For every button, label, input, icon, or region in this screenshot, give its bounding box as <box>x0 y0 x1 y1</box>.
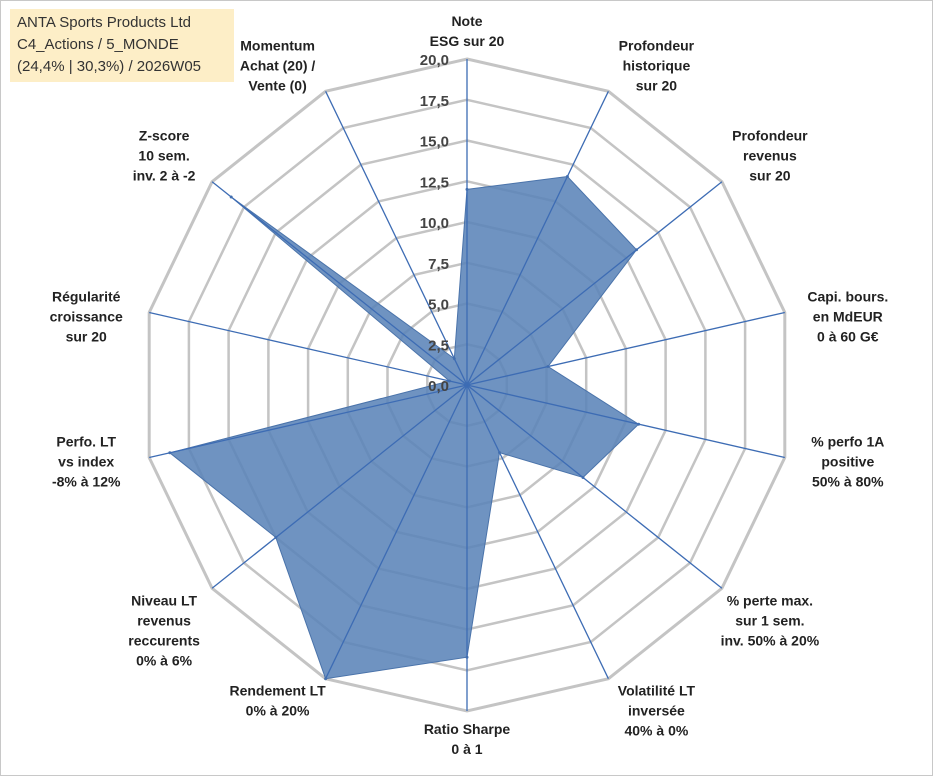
axis-spoke <box>325 91 468 386</box>
axis-label: Note ESG sur 20 <box>430 13 505 49</box>
series-area <box>168 175 640 680</box>
axis-spoke <box>211 181 468 386</box>
axis-label-line: 10 sem. <box>138 148 189 164</box>
axis-label-line: -8% à 12% <box>52 474 121 490</box>
axis-label-line: 50% à 80% <box>812 474 884 490</box>
axis-label-line: en MdEUR <box>813 309 883 325</box>
radial-tick-label: 20,0 <box>420 52 449 69</box>
axis-label-line: Niveau LT <box>131 592 197 608</box>
axis-label: Niveau LT revenus reccurents 0% à 6% <box>128 592 200 668</box>
axis-label: Momentum Achat (20) / Vente (0) <box>240 37 316 93</box>
radial-tick-label: 5,0 <box>428 297 449 314</box>
axis-label: Perfo. LT vs index -8% à 12% <box>52 434 121 490</box>
axis-label: % perte max. sur 1 sem. inv. 50% à 20% <box>721 592 820 648</box>
axis-spoke <box>466 384 609 679</box>
axis-label-line: inv. 2 à -2 <box>133 168 196 184</box>
axis-label: Volatilité LT inversée 40% à 0% <box>618 683 696 739</box>
axis-spoke <box>466 311 785 386</box>
axis-label-line: revenus <box>137 612 191 628</box>
axis-label-line: % perte max. <box>727 592 813 608</box>
axis-label-line: 40% à 0% <box>624 723 688 739</box>
axis-label: Profondeur revenus sur 20 <box>732 128 808 184</box>
axis-spoke <box>466 384 723 589</box>
axis-label: Rendement LT 0% à 20% <box>229 683 326 719</box>
axis-label-line: inversée <box>628 703 685 719</box>
axis-label-line: Note <box>451 13 482 29</box>
axis-spoke <box>325 384 468 679</box>
axis-label-line: sur 20 <box>636 77 677 93</box>
axis-label-line: 0 à 60 G€ <box>817 329 879 345</box>
axis-label-line: Momentum <box>240 37 315 53</box>
axis-label-line: sur 20 <box>749 168 790 184</box>
performance-week: (24,4% | 30,3%) / 2026W05 <box>17 58 201 75</box>
axis-label-line: ESG sur 20 <box>430 33 505 49</box>
radial-tick-label: 12,5 <box>420 174 449 191</box>
axis-spoke <box>149 311 468 386</box>
axis-label-line: sur 1 sem. <box>735 612 804 628</box>
radial-tick-label: 7,5 <box>428 256 449 273</box>
axis-label-line: Rendement LT <box>229 683 326 699</box>
axis-spoke <box>149 384 468 459</box>
axis-label: Régularité croissance sur 20 <box>50 289 123 345</box>
axis-label-line: Volatilité LT <box>618 683 696 699</box>
axis-label-line: inv. 50% à 20% <box>721 632 820 648</box>
radial-tick-label: 0,0 <box>428 378 449 395</box>
axis-spoke <box>466 384 785 459</box>
axis-label-line: revenus <box>743 148 797 164</box>
axis-label: Profondeur historique sur 20 <box>619 37 695 93</box>
axis-label-line: Profondeur <box>732 128 808 144</box>
axis-label: Ratio Sharpe 0 à 1 <box>424 721 511 757</box>
radial-tick-label: 10,0 <box>420 215 449 232</box>
axis-label-line: sur 20 <box>66 329 107 345</box>
axis-label-line: 0% à 20% <box>246 703 310 719</box>
axis-label-line: Profondeur <box>619 37 695 53</box>
axis-label-line: Z-score <box>139 128 190 144</box>
axis-label-line: vs index <box>58 454 114 470</box>
axis-label-line: Ratio Sharpe <box>424 721 511 737</box>
axis-label-line: 0 à 1 <box>451 741 482 757</box>
axis-label-line: croissance <box>50 309 123 325</box>
axis-label-line: historique <box>623 57 691 73</box>
axis-label-line: reccurents <box>128 632 200 648</box>
company-name: ANTA Sports Products Ltd <box>17 14 191 31</box>
radial-tick-label: 17,5 <box>420 93 449 110</box>
axis-label-line: % perfo 1A <box>811 434 884 450</box>
axis-label-line: Achat (20) / <box>240 57 316 73</box>
axis-label-line: 0% à 6% <box>136 652 193 668</box>
axis-spoke <box>211 384 468 589</box>
axis-spoke <box>466 181 723 386</box>
axis-label: Capi. bours. en MdEUR 0 à 60 G€ <box>807 289 888 345</box>
axis-label-line: Capi. bours. <box>807 289 888 305</box>
radial-tick-label: 2,5 <box>428 337 449 354</box>
axis-label-line: positive <box>821 454 874 470</box>
portfolio-category: C4_Actions / 5_MONDE <box>17 36 179 53</box>
axis-spoke <box>466 91 609 386</box>
chart-title-box: ANTA Sports Products Ltd C4_Actions / 5_… <box>10 9 234 82</box>
axis-label-line: Vente (0) <box>248 77 306 93</box>
axis-label-line: Perfo. LT <box>56 434 116 450</box>
axis-label: % perfo 1A positive 50% à 80% <box>811 434 884 490</box>
axis-label-line: Régularité <box>52 289 121 305</box>
radial-tick-label: 15,0 <box>420 134 449 151</box>
axis-label: Z-score 10 sem. inv. 2 à -2 <box>133 128 196 184</box>
